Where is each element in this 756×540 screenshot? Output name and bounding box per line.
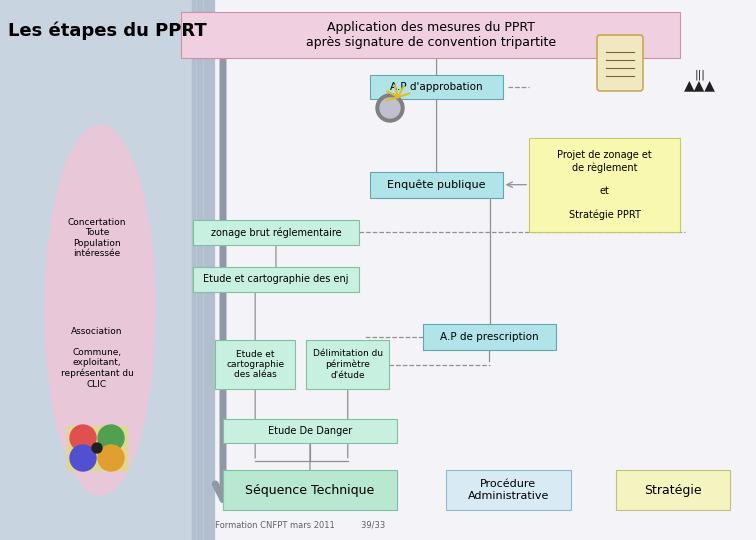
Text: zonage brut réglementaire: zonage brut réglementaire xyxy=(211,227,341,238)
Circle shape xyxy=(70,445,96,471)
Text: Projet de zonage et
de règlement

et

Stratégie PPRT: Projet de zonage et de règlement et Stra… xyxy=(557,150,652,220)
Ellipse shape xyxy=(45,125,155,495)
Bar xyxy=(616,470,730,510)
Bar xyxy=(193,220,359,245)
Bar xyxy=(181,12,680,58)
Circle shape xyxy=(92,443,102,453)
Circle shape xyxy=(98,425,124,451)
Bar xyxy=(192,0,193,540)
Text: Enquête publique: Enquête publique xyxy=(387,179,486,190)
Text: Etude et
cartographie
des aléas: Etude et cartographie des aléas xyxy=(226,349,284,380)
Circle shape xyxy=(98,445,124,471)
Bar xyxy=(370,172,503,198)
Text: A.P d'approbation: A.P d'approbation xyxy=(390,82,483,92)
Text: Stratégie: Stratégie xyxy=(644,483,702,497)
Bar xyxy=(223,418,397,443)
Text: Application des mesures du PPRT
après signature de convention tripartite: Application des mesures du PPRT après si… xyxy=(306,21,556,49)
Text: Association

Commune,
exploitant,
représentant du
CLIC: Association Commune, exploitant, représe… xyxy=(60,327,134,389)
Text: Délimitation du
périmètre
d'étude: Délimitation du périmètre d'étude xyxy=(313,349,383,380)
Bar xyxy=(192,0,215,540)
Bar xyxy=(212,0,214,540)
Circle shape xyxy=(376,94,404,122)
Circle shape xyxy=(380,98,400,118)
Bar xyxy=(446,470,571,510)
Bar xyxy=(423,324,556,350)
Bar xyxy=(306,340,389,389)
Text: Formation CNFPT mars 2011          39/33: Formation CNFPT mars 2011 39/33 xyxy=(215,521,385,530)
Text: Etude De Danger: Etude De Danger xyxy=(268,426,352,436)
Bar xyxy=(193,267,359,292)
FancyBboxPatch shape xyxy=(597,35,643,91)
Bar xyxy=(370,75,503,99)
Text: |||: ||| xyxy=(695,70,705,80)
Text: Les étapes du PPRT: Les étapes du PPRT xyxy=(8,22,206,40)
Text: Concertation
Toute
Population
intéressée: Concertation Toute Population intéressée xyxy=(68,218,126,258)
Bar xyxy=(67,426,127,470)
Bar xyxy=(203,0,205,540)
Bar xyxy=(199,0,200,540)
Circle shape xyxy=(70,425,96,451)
Bar xyxy=(208,0,209,540)
Text: Séquence Technique: Séquence Technique xyxy=(246,483,374,497)
Bar xyxy=(223,470,397,510)
Text: Etude et cartographie des enj: Etude et cartographie des enj xyxy=(203,274,349,285)
Bar xyxy=(201,0,203,540)
Text: Procédure
Administrative: Procédure Administrative xyxy=(468,480,549,501)
Bar xyxy=(210,0,212,540)
Bar xyxy=(194,0,195,540)
Text: A.P de prescription: A.P de prescription xyxy=(440,332,539,342)
Text: ▲▲▲: ▲▲▲ xyxy=(684,78,716,92)
Bar xyxy=(0,0,192,540)
Bar xyxy=(206,0,207,540)
Bar xyxy=(529,138,680,232)
Bar xyxy=(215,0,756,540)
Bar xyxy=(197,0,198,540)
Bar xyxy=(215,340,295,389)
